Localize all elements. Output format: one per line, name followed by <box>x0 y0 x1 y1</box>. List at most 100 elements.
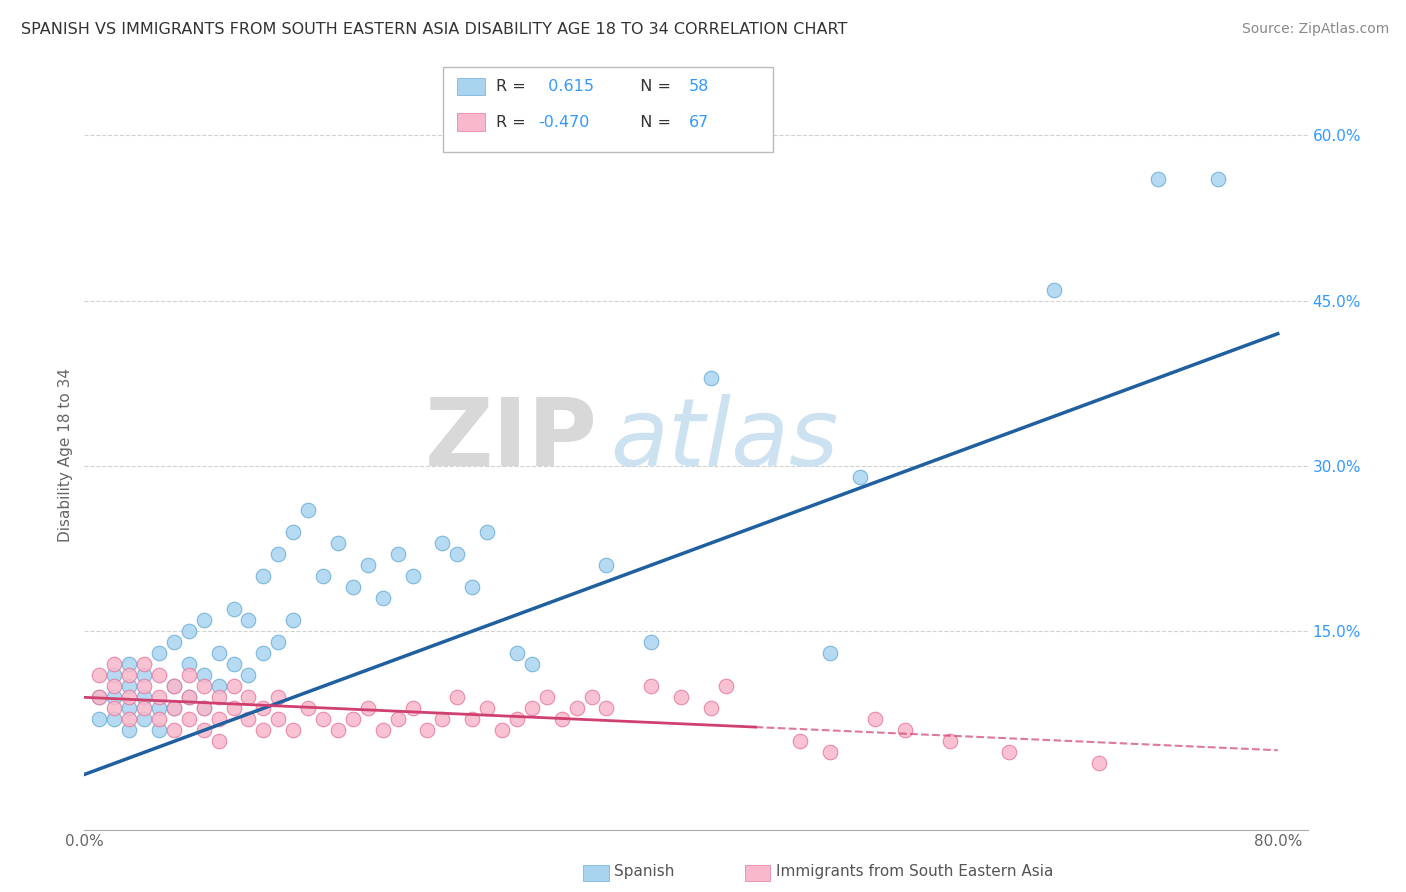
Point <box>461 712 484 726</box>
Text: N =: N = <box>630 79 676 94</box>
Point <box>132 690 155 705</box>
Point <box>252 646 274 660</box>
Point <box>118 679 141 693</box>
Text: atlas: atlas <box>610 394 838 485</box>
Text: ZIP: ZIP <box>425 394 598 486</box>
Point <box>475 524 498 539</box>
Point <box>89 690 111 705</box>
Point <box>132 701 155 715</box>
Point <box>818 646 841 660</box>
Point <box>475 701 498 715</box>
Point <box>193 701 215 715</box>
Point <box>252 701 274 715</box>
Point <box>283 524 305 539</box>
Point <box>148 668 170 682</box>
Point <box>238 668 260 682</box>
Point <box>371 723 394 738</box>
Point <box>387 547 409 561</box>
Point <box>938 734 960 748</box>
Point <box>118 668 141 682</box>
Point <box>357 701 380 715</box>
Point <box>177 712 200 726</box>
Point <box>1087 756 1109 771</box>
Point <box>103 657 125 672</box>
Point <box>581 690 603 705</box>
Point <box>640 679 662 693</box>
Point <box>506 712 529 726</box>
Point <box>401 701 423 715</box>
Point <box>207 734 229 748</box>
Point <box>148 690 170 705</box>
Point <box>132 679 155 693</box>
Point <box>432 536 454 550</box>
Point <box>177 690 200 705</box>
Point <box>283 613 305 627</box>
Point <box>312 569 335 583</box>
Point <box>536 690 558 705</box>
Point <box>491 723 513 738</box>
Point <box>163 679 186 693</box>
Point <box>207 690 229 705</box>
Point <box>118 723 141 738</box>
Point <box>193 613 215 627</box>
Point <box>416 723 439 738</box>
Point <box>163 679 186 693</box>
Text: Source: ZipAtlas.com: Source: ZipAtlas.com <box>1241 22 1389 37</box>
Point <box>207 679 229 693</box>
Point <box>163 701 186 715</box>
Point <box>193 723 215 738</box>
Point <box>132 712 155 726</box>
Point <box>177 657 200 672</box>
Point <box>342 712 364 726</box>
Text: 67: 67 <box>689 115 709 129</box>
Point <box>446 690 468 705</box>
Point <box>252 723 274 738</box>
Point <box>103 712 125 726</box>
Text: Spanish: Spanish <box>614 864 675 879</box>
Y-axis label: Disability Age 18 to 34: Disability Age 18 to 34 <box>58 368 73 542</box>
Point <box>326 536 349 550</box>
Text: SPANISH VS IMMIGRANTS FROM SOUTH EASTERN ASIA DISABILITY AGE 18 TO 34 CORRELATIO: SPANISH VS IMMIGRANTS FROM SOUTH EASTERN… <box>21 22 848 37</box>
Text: R =: R = <box>496 115 531 129</box>
Point <box>193 679 215 693</box>
Point <box>818 746 841 760</box>
Point <box>118 712 141 726</box>
Point <box>177 690 200 705</box>
Point <box>177 668 200 682</box>
Point <box>789 734 811 748</box>
Point <box>595 701 617 715</box>
Point <box>357 558 380 573</box>
Point <box>118 690 141 705</box>
Point <box>312 712 335 726</box>
Point <box>222 701 245 715</box>
Point <box>193 701 215 715</box>
Point <box>89 668 111 682</box>
Point <box>342 580 364 594</box>
Point <box>207 712 229 726</box>
Point <box>89 712 111 726</box>
Point <box>283 723 305 738</box>
Point <box>238 613 260 627</box>
Point <box>267 712 290 726</box>
Point <box>238 690 260 705</box>
Text: Immigrants from South Eastern Asia: Immigrants from South Eastern Asia <box>776 864 1053 879</box>
Point <box>1147 172 1170 186</box>
Point <box>89 690 111 705</box>
Point <box>267 547 290 561</box>
Point <box>267 635 290 649</box>
Point <box>177 624 200 639</box>
Point <box>103 701 125 715</box>
Point <box>297 701 319 715</box>
Point <box>238 712 260 726</box>
Point <box>163 635 186 649</box>
Text: N =: N = <box>630 115 676 129</box>
Point <box>371 591 394 606</box>
Point <box>103 668 125 682</box>
Point <box>432 712 454 726</box>
Point <box>894 723 917 738</box>
Point <box>998 746 1021 760</box>
Point <box>207 646 229 660</box>
Point <box>714 679 737 693</box>
Point <box>118 701 141 715</box>
Point <box>103 690 125 705</box>
